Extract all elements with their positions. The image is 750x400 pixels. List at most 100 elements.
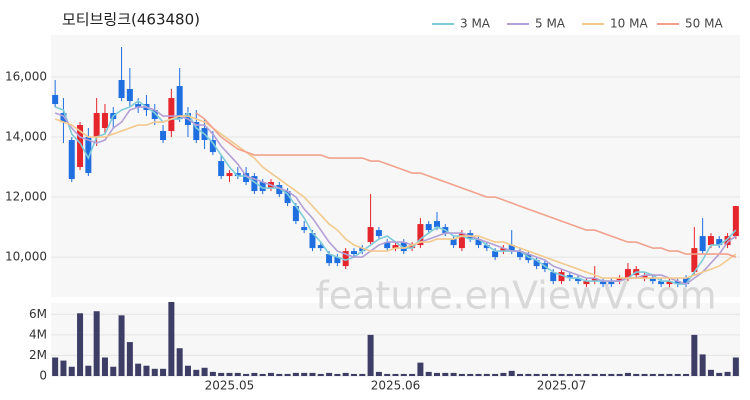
volume-bar: [674, 373, 681, 376]
volume-bar: [699, 354, 706, 376]
volume-bar: [234, 372, 241, 376]
x-tick-label: 2025.07: [537, 379, 587, 393]
candle-body: [243, 173, 250, 183]
candle-body: [716, 239, 723, 246]
volume-bar: [458, 373, 465, 376]
volume-bar: [558, 373, 565, 376]
candle-body: [60, 113, 67, 123]
candle-body: [450, 239, 457, 246]
candle-body: [176, 86, 183, 120]
volume-bar: [184, 365, 191, 376]
volume-bar: [326, 372, 333, 376]
candle-body: [724, 236, 731, 246]
volume-bar: [649, 373, 656, 376]
candle-body: [475, 239, 482, 246]
candle-body: [409, 245, 416, 249]
candle-body: [649, 278, 656, 282]
candle-body: [583, 281, 590, 285]
volume-bar: [666, 373, 673, 376]
candle-body: [151, 110, 158, 120]
candle-body: [85, 137, 92, 174]
volume-bar: [492, 373, 499, 376]
candle-body: [317, 245, 324, 249]
candle-body: [292, 206, 299, 222]
volume-bar: [716, 372, 723, 376]
volume-bar: [93, 311, 100, 376]
candle-body: [400, 242, 407, 252]
y-tick-label: 10,000: [5, 250, 47, 264]
candle-body: [384, 242, 391, 249]
volume-bar: [508, 370, 515, 376]
candle-body: [591, 278, 598, 282]
candle-body: [707, 236, 714, 246]
volume-bar: [525, 373, 532, 376]
volume-bar: [707, 369, 714, 376]
volume-bar: [135, 363, 142, 376]
ma-line: [195, 112, 737, 258]
volume-bar: [267, 372, 274, 376]
candle-body: [616, 278, 623, 282]
candle-body: [658, 281, 665, 285]
volume-bar: [658, 373, 665, 376]
volume-bar: [541, 373, 548, 376]
candle-body: [641, 275, 648, 279]
candle-body: [259, 182, 266, 192]
volume-bar: [126, 342, 133, 376]
volume-bar: [483, 373, 490, 376]
volume-bar: [475, 373, 482, 376]
price-panel: [51, 35, 740, 297]
y-tick-label: 6M: [29, 307, 47, 321]
volume-bar: [77, 313, 84, 376]
volume-bar: [375, 371, 382, 376]
watermark: feature.enViewV.com: [315, 274, 716, 318]
volume-bar: [209, 371, 216, 376]
volume-bar: [218, 372, 225, 376]
candle-body: [508, 245, 515, 252]
candle-body: [218, 161, 225, 177]
chart-title: 모티브링크(463480): [62, 11, 200, 29]
volume-bar: [68, 366, 75, 376]
y-tick-label: 2M: [29, 348, 47, 362]
volume-bar: [342, 372, 349, 376]
candle-body: [251, 176, 258, 192]
legend-label: 50 MA: [685, 17, 723, 31]
volume-bar: [683, 373, 690, 376]
volume-bar: [243, 373, 250, 376]
volume-bar: [392, 373, 399, 376]
x-tick-label: 2025.05: [205, 379, 255, 393]
candle-body: [334, 257, 341, 264]
candle-body: [367, 227, 374, 243]
candle-body: [492, 251, 499, 258]
volume-bar: [309, 372, 316, 376]
candle-body: [168, 98, 175, 132]
volume-bar: [168, 301, 175, 376]
volume-bar: [292, 372, 299, 376]
volume-bar: [359, 373, 366, 376]
y-tick-label: 16,000: [5, 70, 47, 84]
volume-bar: [176, 348, 183, 376]
volume-bar: [624, 372, 631, 376]
volume-bar: [442, 372, 449, 376]
volume-bar: [608, 373, 615, 376]
volume-bar: [724, 371, 731, 376]
candle-body: [309, 233, 316, 249]
volume-bar: [52, 357, 59, 376]
legend-label: 5 MA: [535, 17, 566, 31]
volume-bar: [110, 366, 117, 376]
y-tick-label: 0: [39, 369, 47, 383]
volume-bar: [118, 315, 125, 376]
candle-body: [101, 113, 108, 129]
candle-body: [500, 248, 507, 252]
candle-body: [392, 245, 399, 249]
volume-bar: [417, 362, 424, 376]
volume-bar: [334, 373, 341, 376]
candle-body: [301, 227, 308, 231]
candle-body: [93, 113, 100, 138]
candle-body: [77, 125, 84, 168]
candle-body: [434, 221, 441, 228]
ma-line: [54, 115, 737, 279]
candle-body: [550, 272, 557, 282]
candle-body: [699, 236, 706, 252]
volume-bar: [101, 357, 108, 376]
